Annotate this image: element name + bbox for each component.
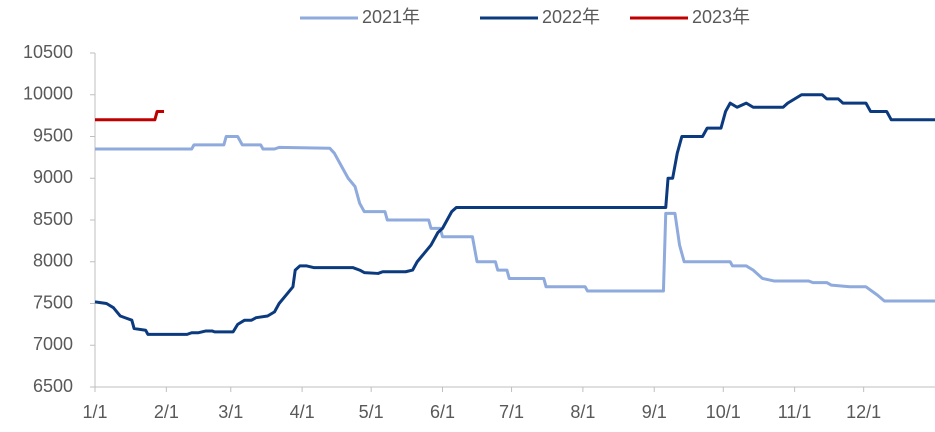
x-tick-label: 7/1 [499,402,524,422]
y-tick-label: 8000 [33,251,73,271]
x-tick-label: 11/1 [778,402,812,422]
y-tick-label: 10500 [23,42,73,62]
x-tick-label: 2/1 [154,402,179,422]
legend-label: 2022年 [542,7,600,27]
x-tick-label: 10/1 [706,402,741,422]
y-tick-label: 7500 [33,292,73,312]
y-tick-label: 7000 [33,334,73,354]
y-tick-label: 9500 [33,125,73,145]
x-tick-label: 9/1 [642,402,667,422]
x-tick-label: 12/1 [846,402,881,422]
legend-label: 2023年 [692,7,750,27]
legend-label: 2021年 [362,7,420,27]
x-tick-label: 1/1 [82,402,107,422]
x-tick-label: 8/1 [570,402,595,422]
y-tick-label: 8500 [33,209,73,229]
series-line [95,135,935,303]
series-line [94,93,935,336]
y-tick-label: 10000 [23,84,73,104]
y-tick-label: 6500 [33,376,73,396]
series-line [95,109,165,122]
x-tick-label: 6/1 [430,402,455,422]
x-tick-label: 4/1 [290,402,315,422]
y-tick-label: 9000 [33,167,73,187]
x-tick-label: 3/1 [218,402,243,422]
x-tick-label: 5/1 [359,402,384,422]
